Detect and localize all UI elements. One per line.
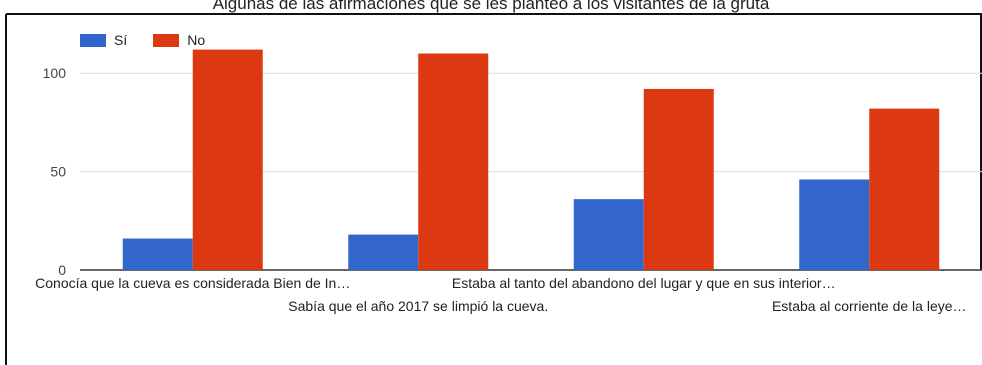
legend-item-si: Sí: [80, 32, 127, 48]
chart-title: Algunas de las afirmaciones que se les p…: [212, 0, 770, 13]
legend-swatch-si: [80, 33, 106, 47]
bar-no-2: [418, 53, 489, 270]
legend-label-si: Sí: [114, 32, 128, 48]
bar-si-1: [122, 238, 193, 270]
chart-legend: Sí No: [80, 32, 231, 48]
legend-item-no: No: [153, 32, 205, 48]
y-tick-label-100: 100: [43, 65, 67, 81]
bar-si-2: [348, 234, 419, 270]
legend-label-no: No: [187, 32, 206, 48]
legend-swatch-no: [153, 33, 180, 47]
x-tick-label-3: Estaba al tanto del abandono del lugar y…: [452, 275, 836, 291]
bar-no-1: [192, 49, 263, 270]
x-tick-label-1: Conocía que la cueva es considerada Bien…: [35, 275, 350, 291]
y-tick-label-0: 0: [58, 262, 66, 278]
bar-si-3: [573, 199, 644, 270]
bar-no-4: [869, 108, 940, 271]
x-tick-label-4: Estaba al corriente de la leye…: [772, 298, 967, 314]
y-tick-label-50: 50: [50, 164, 66, 180]
bar-no-3: [643, 88, 714, 270]
x-tick-label-2: Sabía que el año 2017 se limpió la cueva…: [288, 298, 548, 314]
bar-si-4: [799, 179, 870, 270]
